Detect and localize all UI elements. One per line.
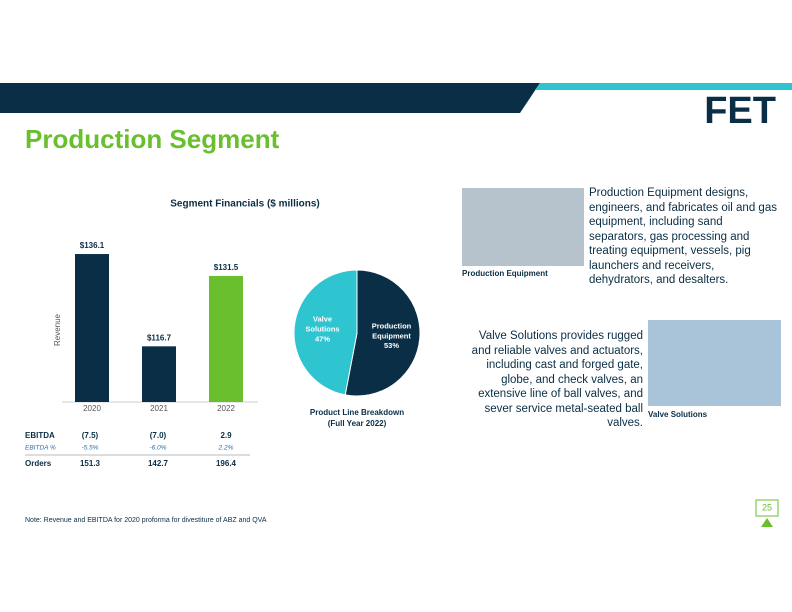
- x-tick-label: 2022: [217, 404, 235, 413]
- value-label: $116.7: [147, 333, 172, 342]
- production-photo: [462, 188, 584, 266]
- bar: [75, 254, 109, 402]
- photo-caption: Valve Solutions: [648, 410, 708, 419]
- chart-subtitle: (Full Year 2022): [328, 419, 387, 428]
- table-cell: -6.0%: [150, 445, 167, 452]
- table-cell: 2.9: [220, 431, 232, 440]
- header-accent: [535, 83, 792, 90]
- valve-photo: [648, 320, 781, 406]
- slice-value: 53%: [384, 341, 399, 350]
- table-cell: -5.5%: [82, 445, 99, 452]
- pie-slice: [293, 269, 358, 396]
- description: Production Equipment designs, engineers,…: [589, 187, 777, 286]
- chart-title: Segment Financials ($ millions): [170, 199, 319, 210]
- slide-title: Production Segment: [25, 124, 280, 154]
- bar: [142, 346, 176, 402]
- x-tick-label: 2021: [150, 404, 168, 413]
- slice-label: Valve Solutions: [305, 315, 339, 334]
- chart-title: Product Line Breakdown: [310, 408, 404, 417]
- pie-slice: [344, 269, 421, 397]
- table-cell: 2.2%: [218, 445, 234, 452]
- x-tick-label: 2020: [83, 404, 101, 413]
- page-number: 25: [762, 502, 772, 512]
- table-cell: (7.0): [150, 431, 167, 440]
- table-cell: EBITDA: [25, 431, 55, 440]
- slice-value: 47%: [315, 335, 330, 344]
- bar: [209, 275, 243, 402]
- table-cell: 151.3: [80, 459, 101, 468]
- table-cell: 196.4: [216, 459, 237, 468]
- photo-caption: Production Equipment: [462, 269, 548, 278]
- page-box: [755, 499, 779, 517]
- table-cell: EBITDA %: [25, 445, 56, 452]
- value-label: $136.1: [80, 241, 105, 250]
- slice-label: Production Equipment: [372, 321, 412, 340]
- table-cell: Orders: [25, 459, 52, 468]
- table-cell: 142.7: [148, 459, 169, 468]
- description: Valve Solutions provides rugged and reli…: [471, 330, 643, 429]
- table-cell: (7.5): [82, 431, 99, 440]
- logo: FET: [704, 90, 776, 132]
- value-label: $131.5: [214, 263, 239, 272]
- page-marker: [761, 518, 773, 527]
- y-axis-label: Revenue: [53, 313, 62, 346]
- footnote: Note: Revenue and EBITDA for 2020 profor…: [25, 517, 267, 524]
- header-band: [0, 83, 540, 113]
